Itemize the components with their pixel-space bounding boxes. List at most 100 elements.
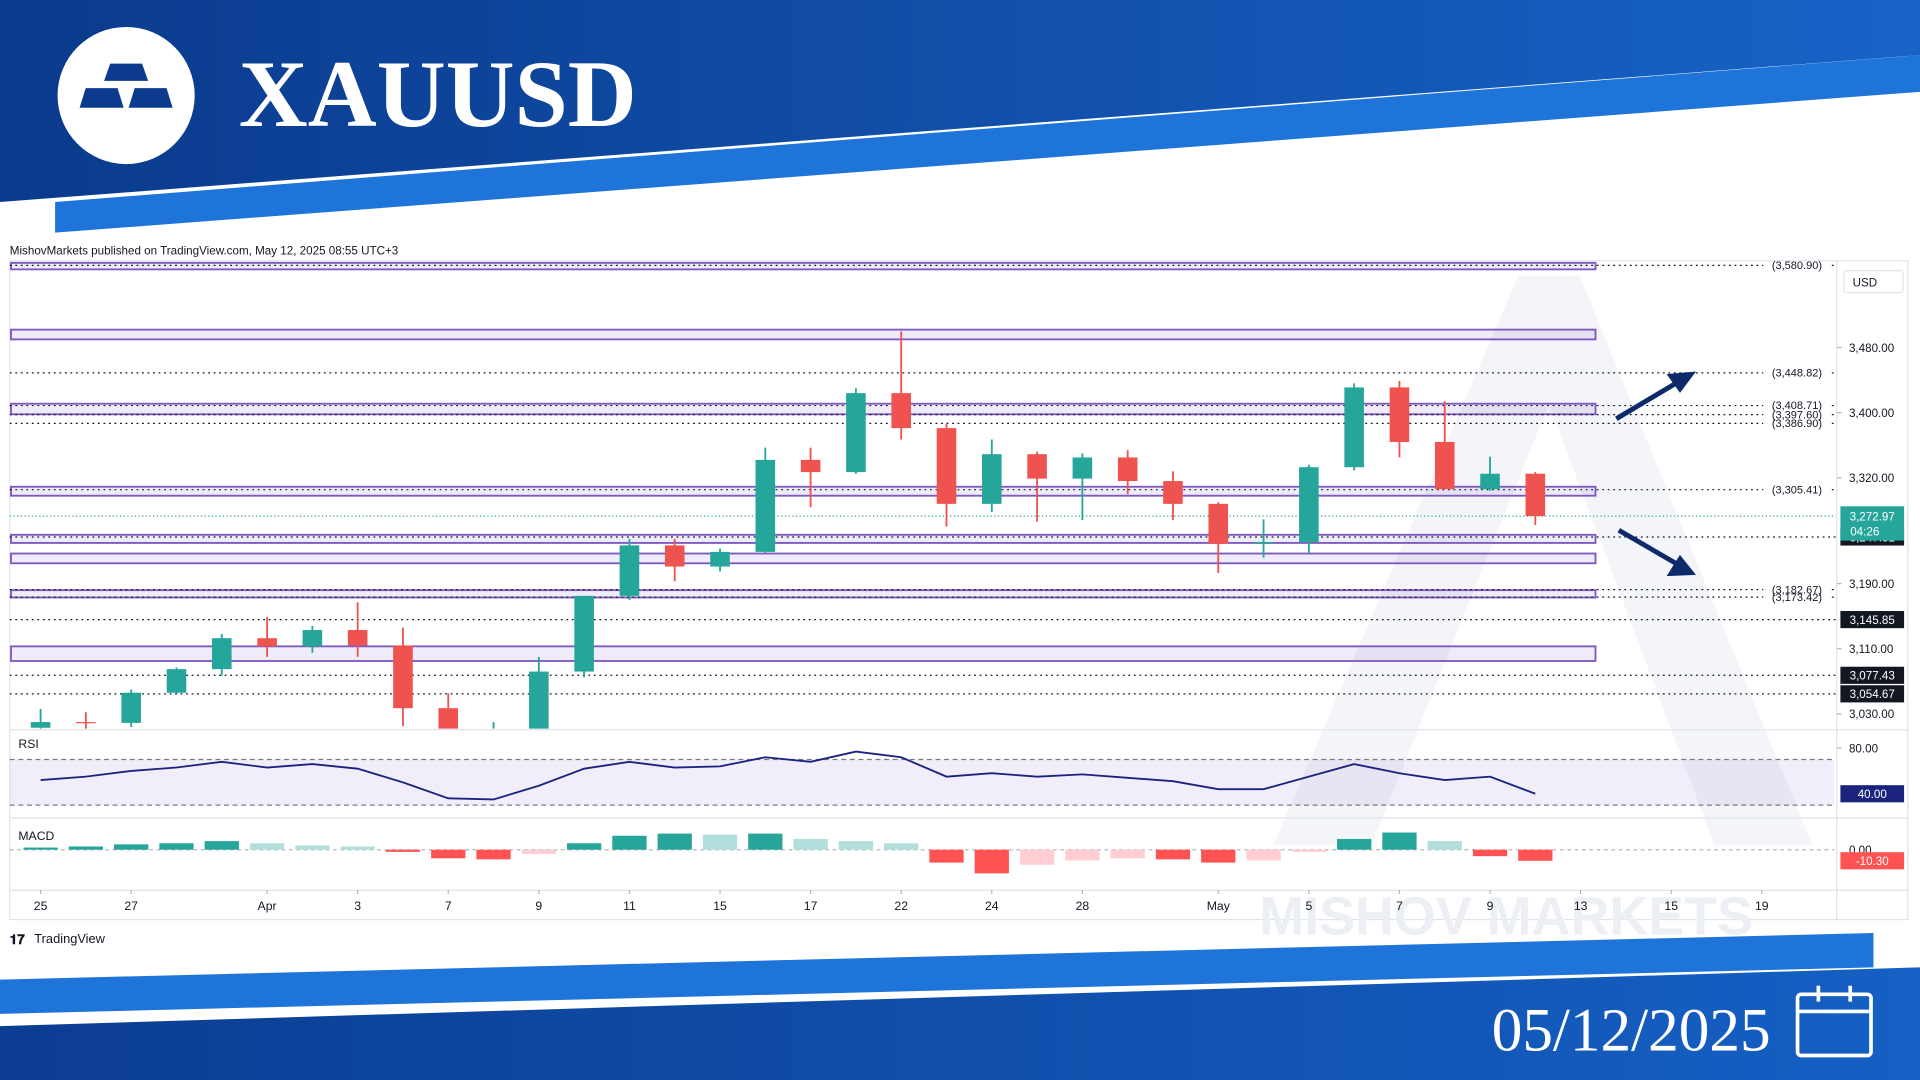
x-tick-label: 15 [713, 899, 727, 913]
key-level-badge [1840, 666, 1905, 684]
macd-bar [68, 846, 104, 850]
x-tick-label: 7 [1396, 899, 1403, 913]
x-tick-label: 11 [623, 899, 636, 913]
x-tick-label: 24 [985, 899, 999, 913]
y-tick-label: 3,320.00 [1849, 472, 1895, 485]
key-level-badge [1840, 611, 1905, 629]
x-tick-label: 19 [1755, 899, 1769, 913]
key-level-label: 3,054.67 [1850, 688, 1895, 701]
svg-text:𝟏𝟕: 𝟏𝟕 [10, 932, 25, 947]
chart-layer: 3,030.00 3,110.00 3,190.00 3,320.00 3,400.00… [9, 260, 1905, 913]
candle-body [710, 551, 730, 567]
macd-bar [204, 841, 239, 850]
x-tick-label: 27 [124, 899, 138, 913]
y-tick-label: 3,400.00 [1849, 407, 1895, 420]
macd-bar [249, 843, 285, 850]
macd-bar [295, 845, 330, 850]
level-label: (3,408.71) [1772, 400, 1822, 412]
macd-label: MACD [18, 829, 54, 843]
currency-box [1843, 270, 1904, 294]
candle-body [574, 595, 594, 672]
zone [10, 589, 1597, 599]
candle-body [981, 454, 1002, 504]
macd-bar [1291, 849, 1327, 852]
x-tick-label: 15 [1664, 899, 1678, 913]
candle-body [1072, 457, 1093, 479]
macd-bar [1155, 849, 1191, 860]
zone [10, 533, 1597, 544]
candle-body [393, 645, 413, 709]
y-tick-label: 3,480.00 [1849, 342, 1895, 355]
footer-stripe [0, 933, 1874, 1014]
x-tick-label: 7 [445, 899, 452, 913]
level-label: (3,580.90) [1772, 260, 1822, 272]
header-banner [0, 0, 1920, 203]
level-label: (3,305.41) [1772, 484, 1822, 496]
rsi-badge-label: 40.00 [1858, 788, 1888, 801]
watermark-text: MISHOV MARKETS [1259, 886, 1753, 946]
calendar-icon [1795, 985, 1873, 1058]
candle-body [347, 630, 368, 646]
candle-body [891, 393, 912, 429]
last-price-label: 3,272.97 [1850, 510, 1895, 523]
candle-body [1163, 481, 1183, 504]
macd-bar [1110, 849, 1145, 859]
x-tick-label: 13 [1574, 899, 1588, 913]
candle-body [1480, 473, 1500, 490]
level-label: (3,397.60) [1772, 409, 1822, 421]
tradingview-logo: 𝟏𝟕 [10, 932, 25, 947]
level-label: (3,448.82) [1772, 368, 1822, 380]
rsi-line [40, 750, 1536, 801]
candle-body [619, 545, 640, 596]
x-tick-label: May [1207, 899, 1231, 913]
x-tick-label: 17 [804, 899, 818, 913]
macd-bar [1246, 849, 1281, 861]
candle-body [1434, 441, 1455, 490]
macd-bar [566, 843, 602, 850]
x-tick-label: 5 [1305, 899, 1312, 913]
zone [10, 261, 1597, 271]
candle-body [1117, 457, 1138, 482]
x-tick-label: 22 [894, 899, 908, 913]
macd-bar [702, 834, 738, 850]
zone [10, 552, 1597, 565]
macd-bar [1019, 849, 1055, 865]
candle-body [800, 459, 821, 473]
logo-circle [57, 26, 195, 165]
x-tick-label: 9 [535, 899, 542, 913]
key-level-badge [1840, 685, 1905, 703]
candle-body [1208, 503, 1229, 544]
candle-body [438, 708, 459, 729]
candle-body [936, 428, 957, 504]
countdown: 04:26 [1850, 526, 1879, 539]
macd-bar [1065, 849, 1100, 861]
zone [10, 485, 1597, 497]
candle-body [166, 669, 187, 693]
candle-body [257, 638, 277, 647]
macd-bar [114, 844, 149, 850]
candle-body [76, 722, 96, 724]
macd-badge [1840, 852, 1905, 870]
rsi-tick-label: 80.00 [1849, 742, 1879, 755]
candle-body [30, 722, 51, 728]
candle-body [1299, 467, 1319, 543]
macd-bar [1201, 849, 1236, 863]
macd-bar [385, 849, 421, 852]
macd-bar [521, 849, 556, 855]
y-tick-label: 3,030.00 [1849, 708, 1895, 721]
macd-bar [23, 847, 58, 850]
candle-body [1344, 387, 1364, 468]
macd-bar [1472, 849, 1508, 857]
macd-badge-label: -10.30 [1856, 855, 1889, 868]
brand: TradingView [34, 931, 105, 946]
y-tick-label: 3,110.00 [1849, 643, 1894, 656]
macd-bar [431, 849, 466, 859]
x-tick-label: 25 [34, 899, 48, 913]
macd-bar [159, 843, 194, 850]
macd-bar [974, 849, 1009, 874]
banner-stripe [55, 55, 1920, 233]
attribution: MishovMarkets published on TradingView.c… [10, 245, 398, 258]
arrows [1615, 371, 1697, 577]
candle-body [1525, 473, 1546, 517]
